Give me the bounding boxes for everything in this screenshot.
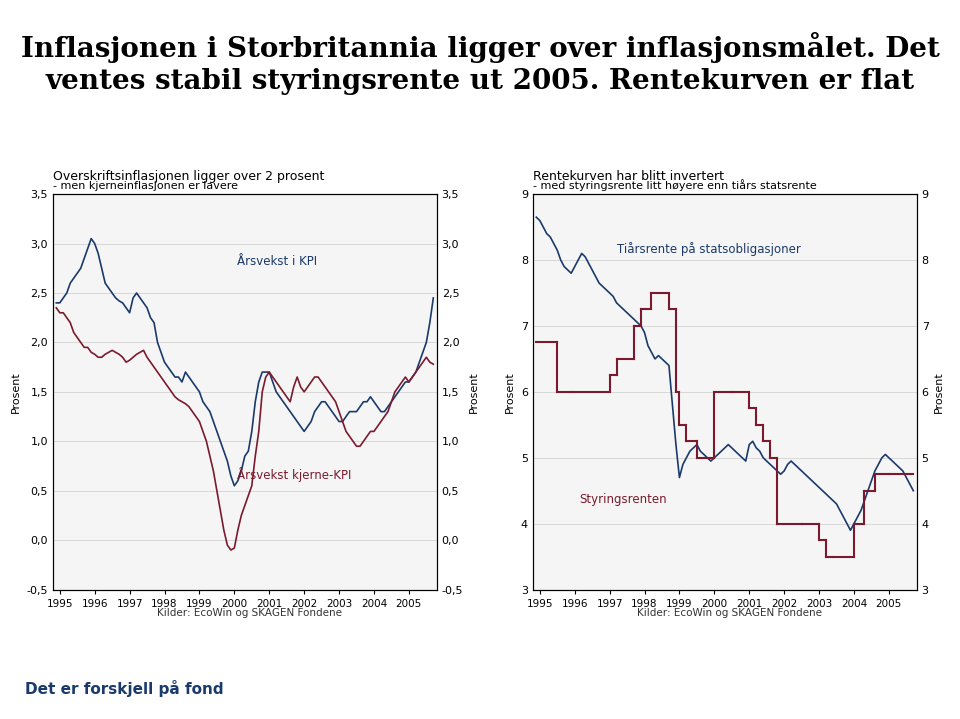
Text: Kilder: EcoWin og SKAGEN Fondene: Kilder: EcoWin og SKAGEN Fondene xyxy=(637,608,822,618)
Y-axis label: Prosent: Prosent xyxy=(468,371,479,413)
Text: Årsvekst i KPI: Årsvekst i KPI xyxy=(237,255,317,268)
Text: Overskriftsinflasjonen ligger over 2 prosent: Overskriftsinflasjonen ligger over 2 pro… xyxy=(53,170,324,183)
Text: Rentekurven har blitt invertert: Rentekurven har blitt invertert xyxy=(533,170,724,183)
Text: - men kjerneinflasjonen er lavere: - men kjerneinflasjonen er lavere xyxy=(53,180,238,191)
Y-axis label: Prosent: Prosent xyxy=(934,371,945,413)
Text: Årsvekst kjerne-KPI: Årsvekst kjerne-KPI xyxy=(237,467,351,482)
Text: Styringsrenten: Styringsrenten xyxy=(579,493,666,505)
Text: Tiårsrente på statsobligasjoner: Tiårsrente på statsobligasjoner xyxy=(617,242,802,257)
Y-axis label: Prosent: Prosent xyxy=(11,371,21,413)
Y-axis label: Prosent: Prosent xyxy=(505,371,516,413)
Text: - med styringsrente litt høyere enn tiårs statsrente: - med styringsrente litt høyere enn tiår… xyxy=(533,178,817,191)
Text: Kilder: EcoWin og SKAGEN Fondene: Kilder: EcoWin og SKAGEN Fondene xyxy=(157,608,342,618)
Text: Inflasjonen i Storbritannia ligger over inflasjonsmålet. Det
ventes stabil styri: Inflasjonen i Storbritannia ligger over … xyxy=(20,32,940,95)
Text: Det er forskjell på fond: Det er forskjell på fond xyxy=(26,680,224,697)
